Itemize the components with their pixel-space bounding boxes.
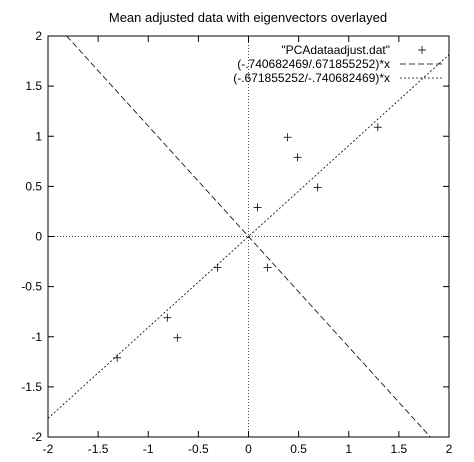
y-tick-label: 1 xyxy=(35,129,42,143)
data-point xyxy=(313,183,322,192)
x-tick-label: 1 xyxy=(345,442,352,456)
y-tick-label: 0 xyxy=(35,230,42,244)
y-tick-labels: -2 -1.5 -1 -0.5 0 0.5 1 1.5 2 xyxy=(21,29,42,444)
x-tick-label: 0.5 xyxy=(290,442,307,456)
y-tick-label: -0.5 xyxy=(21,280,42,294)
legend: "PCAdataadjust.dat" (-.740682469/.671855… xyxy=(233,43,444,85)
y-tick-label: 0.5 xyxy=(25,179,42,193)
x-tick-label: 2 xyxy=(446,442,453,456)
legend-sample-points xyxy=(418,46,426,54)
legend-label-line-1: (-.740682469/.671855252)*x xyxy=(237,57,390,71)
y-tick-label: -1 xyxy=(31,330,42,344)
data-point xyxy=(173,333,182,342)
data-point xyxy=(263,263,272,272)
data-point xyxy=(373,123,382,132)
series-lines xyxy=(47,35,450,438)
legend-label-line-2: (-.671855252/-.740682469)*x xyxy=(233,71,390,85)
data-point xyxy=(283,133,292,142)
series-line-1 xyxy=(66,35,431,438)
zero-axes xyxy=(48,36,449,437)
data-point xyxy=(113,353,122,362)
x-tick-labels: -2 -1.5 -1 -0.5 0 0.5 1 1.5 2 xyxy=(43,442,453,456)
data-point xyxy=(253,203,262,212)
y-tick-label: 1.5 xyxy=(25,79,42,93)
x-tick-label: -1 xyxy=(143,442,154,456)
x-tick-label: -0.5 xyxy=(188,442,209,456)
x-tick-label: -1.5 xyxy=(88,442,109,456)
data-point xyxy=(163,313,172,322)
y-tick-label: 2 xyxy=(35,29,42,43)
y-tick-label: -1.5 xyxy=(21,380,42,394)
legend-label-points: "PCAdataadjust.dat" xyxy=(281,43,390,57)
y-tick-label: -2 xyxy=(31,430,42,444)
ticks xyxy=(47,35,450,438)
x-tick-label: -2 xyxy=(43,442,54,456)
chart-title: Mean adjusted data with eigenvectors ove… xyxy=(109,10,387,25)
legend-marker xyxy=(418,46,426,54)
x-tick-label: 1.5 xyxy=(391,442,408,456)
data-point xyxy=(213,263,222,272)
x-tick-label: 0 xyxy=(245,442,252,456)
data-points xyxy=(113,123,382,362)
data-point xyxy=(293,153,302,162)
